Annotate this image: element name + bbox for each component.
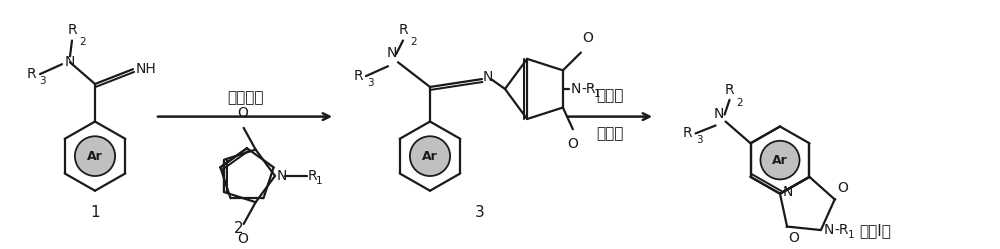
Text: 可见光: 可见光	[596, 126, 624, 141]
Text: N: N	[783, 185, 793, 199]
Ellipse shape	[75, 136, 115, 176]
Text: 3: 3	[367, 78, 374, 88]
Text: N: N	[571, 82, 581, 96]
Text: 铜傅化剂: 铜傅化剂	[227, 90, 263, 105]
Text: 2: 2	[737, 98, 743, 108]
Text: 3: 3	[39, 76, 46, 86]
Text: 2: 2	[410, 38, 417, 48]
Text: Ar: Ar	[422, 150, 438, 163]
Text: N: N	[387, 46, 397, 60]
Text: 式（I）: 式（I）	[859, 223, 891, 238]
Text: R: R	[683, 126, 693, 140]
Text: 1: 1	[316, 176, 323, 186]
Text: O: O	[582, 31, 593, 45]
Text: 2: 2	[79, 38, 86, 48]
Ellipse shape	[760, 141, 800, 180]
Text: 3: 3	[697, 135, 703, 145]
Text: R: R	[353, 69, 363, 83]
Text: 2: 2	[234, 221, 244, 236]
Text: NH: NH	[136, 62, 157, 76]
Text: O: O	[237, 232, 248, 246]
Ellipse shape	[410, 136, 450, 176]
Text: -R: -R	[834, 223, 848, 237]
Text: N: N	[277, 169, 287, 183]
Text: N: N	[824, 223, 834, 237]
Text: R: R	[725, 83, 734, 97]
Text: 1: 1	[848, 230, 855, 240]
Text: N: N	[483, 70, 493, 84]
Text: R: R	[398, 23, 408, 37]
Text: N: N	[65, 55, 75, 69]
Text: N: N	[713, 107, 724, 121]
Text: O: O	[837, 181, 848, 195]
Text: R: R	[67, 23, 77, 37]
Text: O: O	[789, 231, 800, 245]
Text: R: R	[308, 169, 318, 183]
Text: O: O	[567, 137, 578, 151]
Text: Ar: Ar	[772, 154, 788, 167]
Text: -R: -R	[581, 82, 595, 96]
Text: R: R	[26, 67, 36, 81]
Text: 1: 1	[594, 89, 601, 99]
Text: 氧化剂: 氧化剂	[596, 88, 624, 103]
Text: 1: 1	[90, 205, 100, 220]
Text: O: O	[237, 106, 248, 120]
Text: Ar: Ar	[87, 150, 103, 163]
Text: 3: 3	[475, 205, 485, 220]
